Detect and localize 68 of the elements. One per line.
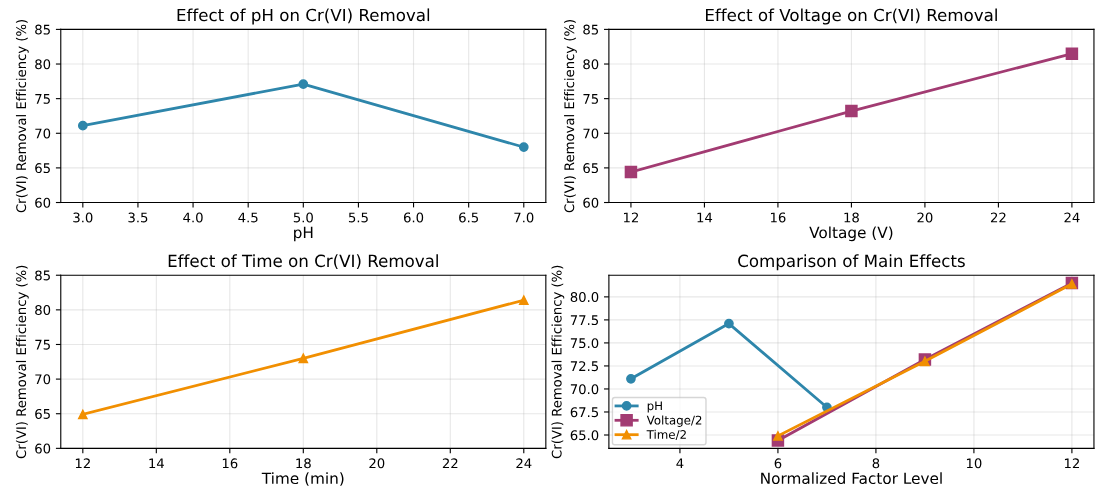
- legend-label: pH: [647, 401, 662, 413]
- y-tick-label: 75: [35, 339, 50, 350]
- x-tick-label: 24: [1064, 212, 1080, 223]
- y-tick-label: 72.5: [570, 361, 599, 372]
- x-tick-label: 10: [966, 458, 982, 469]
- x-tick-label: 5.5: [348, 212, 368, 223]
- y-tick-label: 60: [35, 443, 51, 454]
- y-tick-label: 65: [583, 163, 599, 174]
- legend-label: Time/2: [646, 429, 686, 440]
- y-tick-label: 65: [35, 163, 50, 174]
- x-tick-label: 6.5: [459, 212, 478, 223]
- x-axis-title: Voltage (V): [809, 226, 893, 242]
- y-tick-label: 80: [35, 59, 51, 70]
- x-tick-label: 20: [917, 212, 933, 223]
- y-axis-title: Cr(VI) Removal Efficiency (%): [15, 20, 29, 213]
- chart-title: Effect of Voltage on Cr(VI) Removal: [706, 8, 997, 25]
- x-tick-label: 16: [222, 458, 238, 469]
- y-tick-label: 85: [35, 24, 50, 35]
- x-tick-label: 12: [1064, 458, 1079, 469]
- x-tick-label: 16: [770, 212, 786, 223]
- x-axis-title: Time (min): [261, 472, 344, 486]
- x-tick-label: 20: [369, 458, 385, 469]
- y-tick-label: 85: [35, 270, 50, 281]
- chart-title: Effect of pH on Cr(VI) Removal: [177, 8, 430, 25]
- chart-title: Effect of Time on Cr(VI) Removal: [168, 254, 438, 270]
- y-tick-label: 65.0: [570, 430, 599, 441]
- y-tick-label: 67.5: [570, 407, 599, 418]
- x-tick-label: 18: [296, 458, 311, 469]
- x-tick-label: 12: [75, 458, 90, 469]
- x-tick-label: 7.0: [514, 212, 534, 223]
- y-tick-label: 60: [583, 197, 599, 208]
- x-tick-label: 4.5: [238, 212, 258, 223]
- y-axis-title: Cr(VI) Removal Efficiency (%): [15, 265, 29, 459]
- y-axis-title: Cr(VI) Removal Efficiency (%): [564, 20, 577, 213]
- x-tick-label: 14: [149, 458, 164, 469]
- x-tick-label: 24: [516, 458, 532, 469]
- y-tick-label: 65: [35, 408, 50, 419]
- y-tick-label: 70.0: [570, 384, 599, 395]
- x-tick-label: 3.0: [73, 212, 93, 223]
- y-tick-label: 85: [583, 24, 599, 35]
- x-axis-title: Normalized Factor Level: [761, 472, 942, 485]
- legend-label: Voltage/2: [646, 415, 702, 427]
- chart-title: Comparison of Main Effects: [738, 254, 965, 271]
- y-tick-label: 70: [583, 128, 599, 139]
- x-tick-label: 4: [676, 458, 684, 469]
- y-tick-label: 75.0: [570, 338, 599, 349]
- x-tick-label: 3.5: [128, 212, 148, 223]
- y-tick-label: 80.0: [570, 292, 599, 303]
- x-tick-label: 6.0: [403, 212, 424, 223]
- y-tick-label: 77.5: [570, 315, 599, 326]
- x-tick-label: 6: [774, 458, 782, 469]
- x-tick-label: 12: [623, 212, 639, 223]
- x-tick-label: 5.0: [293, 212, 313, 223]
- y-tick-label: 80: [583, 59, 599, 70]
- y-tick-label: 70: [35, 374, 51, 385]
- x-tick-label: 22: [442, 458, 458, 469]
- y-tick-label: 75: [583, 94, 599, 104]
- x-tick-label: 8: [872, 458, 880, 469]
- x-tick-label: 18: [844, 212, 859, 223]
- y-tick-label: 75: [35, 94, 50, 104]
- x-tick-label: 14: [697, 212, 713, 223]
- y-tick-label: 60: [35, 197, 51, 208]
- x-tick-label: 4.0: [183, 212, 203, 223]
- x-axis-title: pH: [294, 226, 313, 242]
- y-tick-label: 70: [35, 128, 51, 139]
- y-axis-title: Cr(VI) Removal Efficiency (%): [551, 265, 565, 459]
- x-tick-label: 22: [990, 212, 1006, 223]
- y-tick-label: 80: [35, 305, 51, 316]
